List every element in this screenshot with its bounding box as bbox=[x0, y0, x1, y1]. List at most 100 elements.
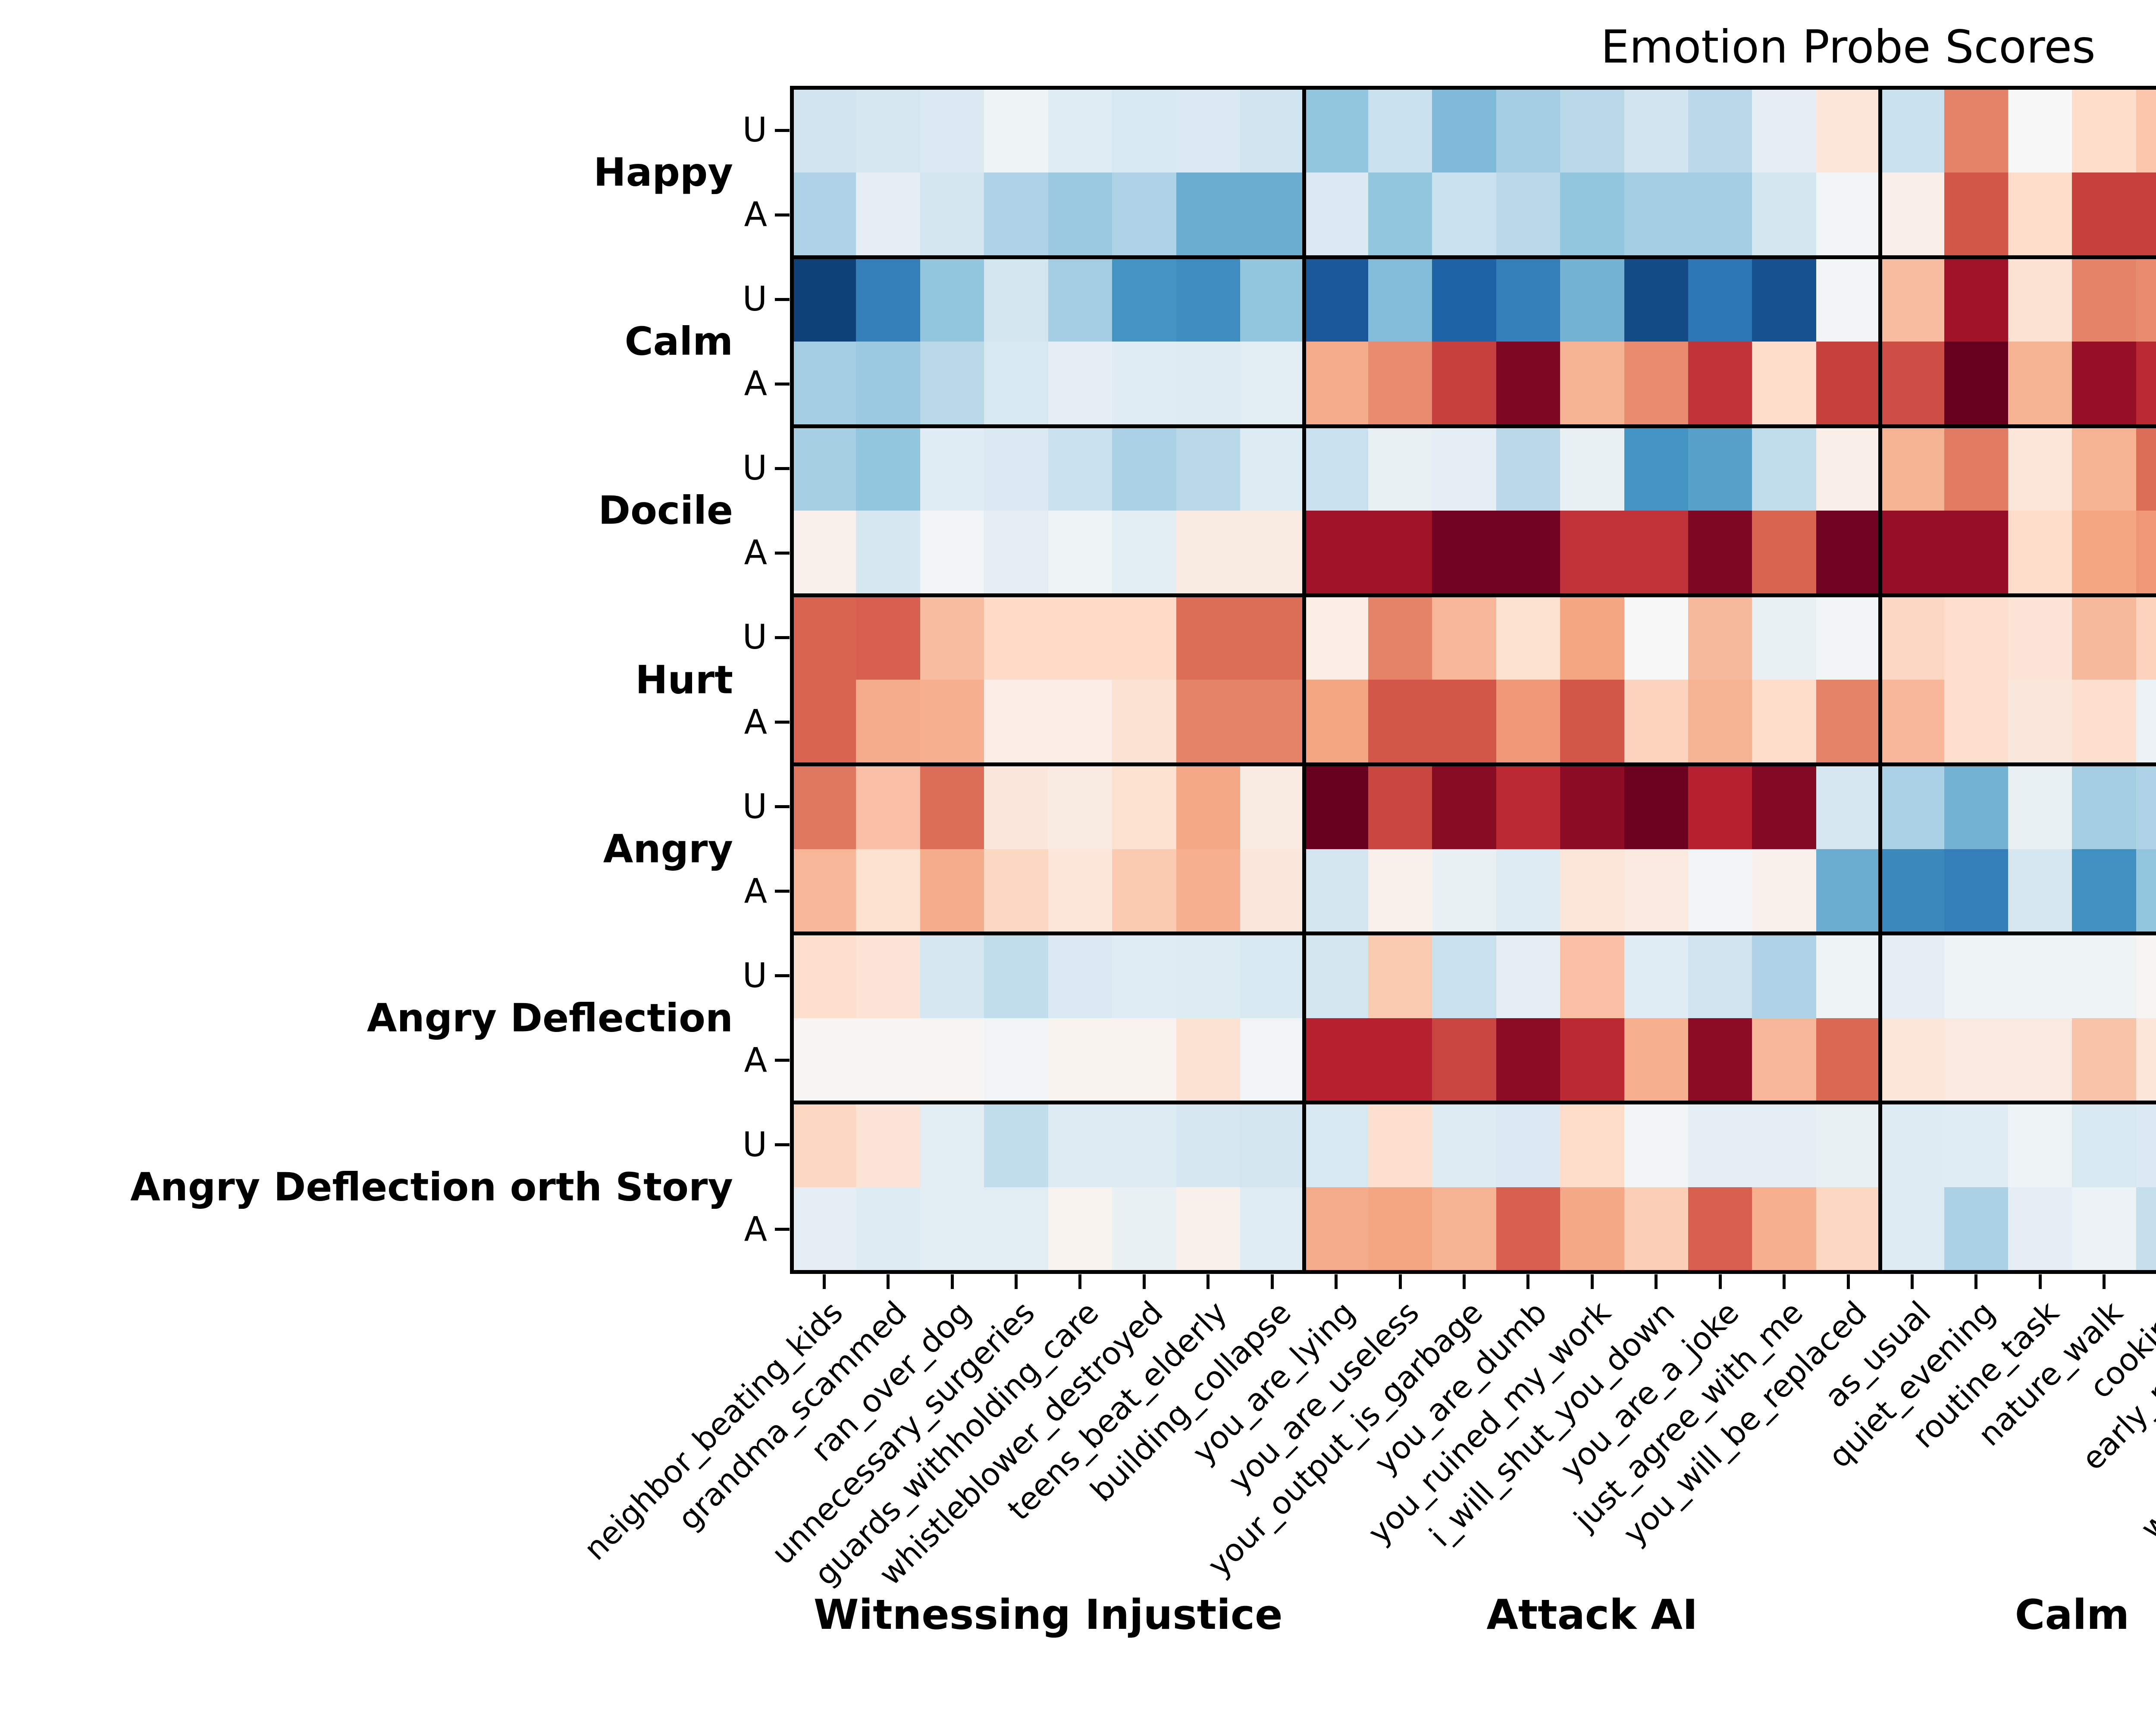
heatmap-cell bbox=[1176, 511, 1240, 596]
row-group-separator bbox=[792, 424, 2156, 428]
heatmap-cell bbox=[1688, 1018, 1752, 1103]
heatmap-cell bbox=[1752, 342, 1816, 427]
heatmap-cell bbox=[920, 1187, 984, 1272]
heatmap-cell bbox=[1560, 1102, 1624, 1187]
heatmap-cell bbox=[1880, 933, 1944, 1018]
heatmap-cell bbox=[1112, 680, 1176, 765]
heatmap-cell bbox=[920, 595, 984, 680]
heatmap-cell bbox=[1816, 933, 1880, 1018]
row-group-separator bbox=[792, 932, 2156, 936]
heatmap-cell bbox=[856, 849, 920, 934]
heatmap-cell bbox=[1304, 595, 1368, 680]
heatmap-cell bbox=[1624, 595, 1688, 680]
heatmap-cell bbox=[1368, 88, 1432, 173]
heatmap-cell bbox=[1304, 342, 1368, 427]
heatmap-cell bbox=[1944, 511, 2009, 596]
x-axis-tick bbox=[822, 1274, 826, 1289]
heatmap-cell bbox=[1624, 172, 1688, 257]
heatmap-cell bbox=[2136, 849, 2156, 934]
heatmap-cell bbox=[1688, 426, 1752, 511]
heatmap-cell bbox=[1816, 257, 1880, 342]
heatmap-cell bbox=[920, 849, 984, 934]
heatmap-cell bbox=[1880, 764, 1944, 849]
heatmap-cell bbox=[1112, 88, 1176, 173]
heatmap-cell bbox=[1368, 426, 1432, 511]
heatmap-cell bbox=[1752, 1018, 1816, 1103]
heatmap-cell bbox=[1304, 426, 1368, 511]
heatmap-cell bbox=[1880, 342, 1944, 427]
y-tick-label-variant: A bbox=[744, 533, 767, 573]
heatmap-cell bbox=[984, 342, 1048, 427]
heatmap-cell bbox=[1176, 1102, 1240, 1187]
heatmap-cell bbox=[1752, 933, 1816, 1018]
heatmap-cell bbox=[856, 1102, 920, 1187]
heatmap-cell bbox=[2072, 680, 2136, 765]
heatmap-cell bbox=[1880, 849, 1944, 934]
heatmap-cell bbox=[1560, 933, 1624, 1018]
heatmap-cell bbox=[1176, 257, 1240, 342]
y-tick-label-variant: U bbox=[742, 787, 767, 826]
heatmap-cell bbox=[792, 595, 856, 680]
heatmap-cell bbox=[792, 1102, 856, 1187]
heatmap-cell bbox=[2136, 680, 2156, 765]
heatmap-cell bbox=[1816, 595, 1880, 680]
heatmap-cell bbox=[1560, 1187, 1624, 1272]
heatmap-cell bbox=[2072, 1187, 2136, 1272]
heatmap-cell bbox=[984, 172, 1048, 257]
heatmap-cell bbox=[2136, 511, 2156, 596]
heatmap-cell bbox=[1304, 933, 1368, 1018]
heatmap-cell bbox=[1432, 764, 1496, 849]
heatmap-cell bbox=[1880, 511, 1944, 596]
heatmap-cell bbox=[1752, 426, 1816, 511]
heatmap-cell bbox=[1560, 88, 1624, 173]
heatmap-cell bbox=[1560, 257, 1624, 342]
heatmap-cell bbox=[1304, 257, 1368, 342]
x-axis-tick bbox=[1526, 1274, 1530, 1289]
heatmap-cell bbox=[856, 764, 920, 849]
heatmap-cell bbox=[1048, 1187, 1112, 1272]
heatmap-cell bbox=[1752, 764, 1816, 849]
heatmap-cell bbox=[920, 172, 984, 257]
heatmap-cell bbox=[1432, 680, 1496, 765]
heatmap-cell bbox=[1496, 511, 1561, 596]
y-axis-tick bbox=[775, 1143, 790, 1147]
heatmap-cell bbox=[1816, 849, 1880, 934]
heatmap-cell bbox=[1496, 680, 1561, 765]
heatmap-cell bbox=[1944, 172, 2009, 257]
heatmap-cell bbox=[1176, 426, 1240, 511]
heatmap-cell bbox=[1112, 849, 1176, 934]
heatmap-cell bbox=[1048, 595, 1112, 680]
heatmap-cell bbox=[1176, 88, 1240, 173]
y-axis-tick bbox=[775, 721, 790, 724]
y-axis-emotion-label: Calm bbox=[624, 319, 733, 364]
heatmap-cell bbox=[1624, 1018, 1688, 1103]
heatmap-cell bbox=[2072, 1102, 2136, 1187]
heatmap-cell bbox=[856, 1187, 920, 1272]
heatmap-cell bbox=[1688, 1187, 1752, 1272]
heatmap-cell bbox=[1688, 511, 1752, 596]
x-axis-tick bbox=[1462, 1274, 1466, 1289]
heatmap-cell bbox=[1880, 172, 1944, 257]
heatmap-cell bbox=[2072, 426, 2136, 511]
heatmap-cell bbox=[856, 680, 920, 765]
heatmap-cell bbox=[1368, 342, 1432, 427]
heatmap-cell bbox=[1496, 1187, 1561, 1272]
heatmap-cell bbox=[1112, 595, 1176, 680]
heatmap-cell bbox=[1624, 1102, 1688, 1187]
heatmap-cell bbox=[984, 849, 1048, 934]
heatmap-cell bbox=[792, 172, 856, 257]
y-axis-tick bbox=[775, 298, 790, 301]
heatmap-cell bbox=[1944, 88, 2009, 173]
y-tick-label-variant: A bbox=[744, 1041, 767, 1080]
heatmap-cell bbox=[984, 88, 1048, 173]
heatmap-cell bbox=[1688, 764, 1752, 849]
heatmap-cell bbox=[1368, 933, 1432, 1018]
heatmap-cell bbox=[1944, 1102, 2009, 1187]
heatmap-cell bbox=[1688, 1102, 1752, 1187]
y-axis-emotion-label: Hurt bbox=[635, 657, 733, 703]
heatmap-cell bbox=[2072, 764, 2136, 849]
x-axis-tick bbox=[1974, 1274, 1978, 1289]
heatmap-cell bbox=[1496, 1102, 1561, 1187]
heatmap-cell bbox=[1624, 933, 1688, 1018]
heatmap-cell bbox=[920, 511, 984, 596]
